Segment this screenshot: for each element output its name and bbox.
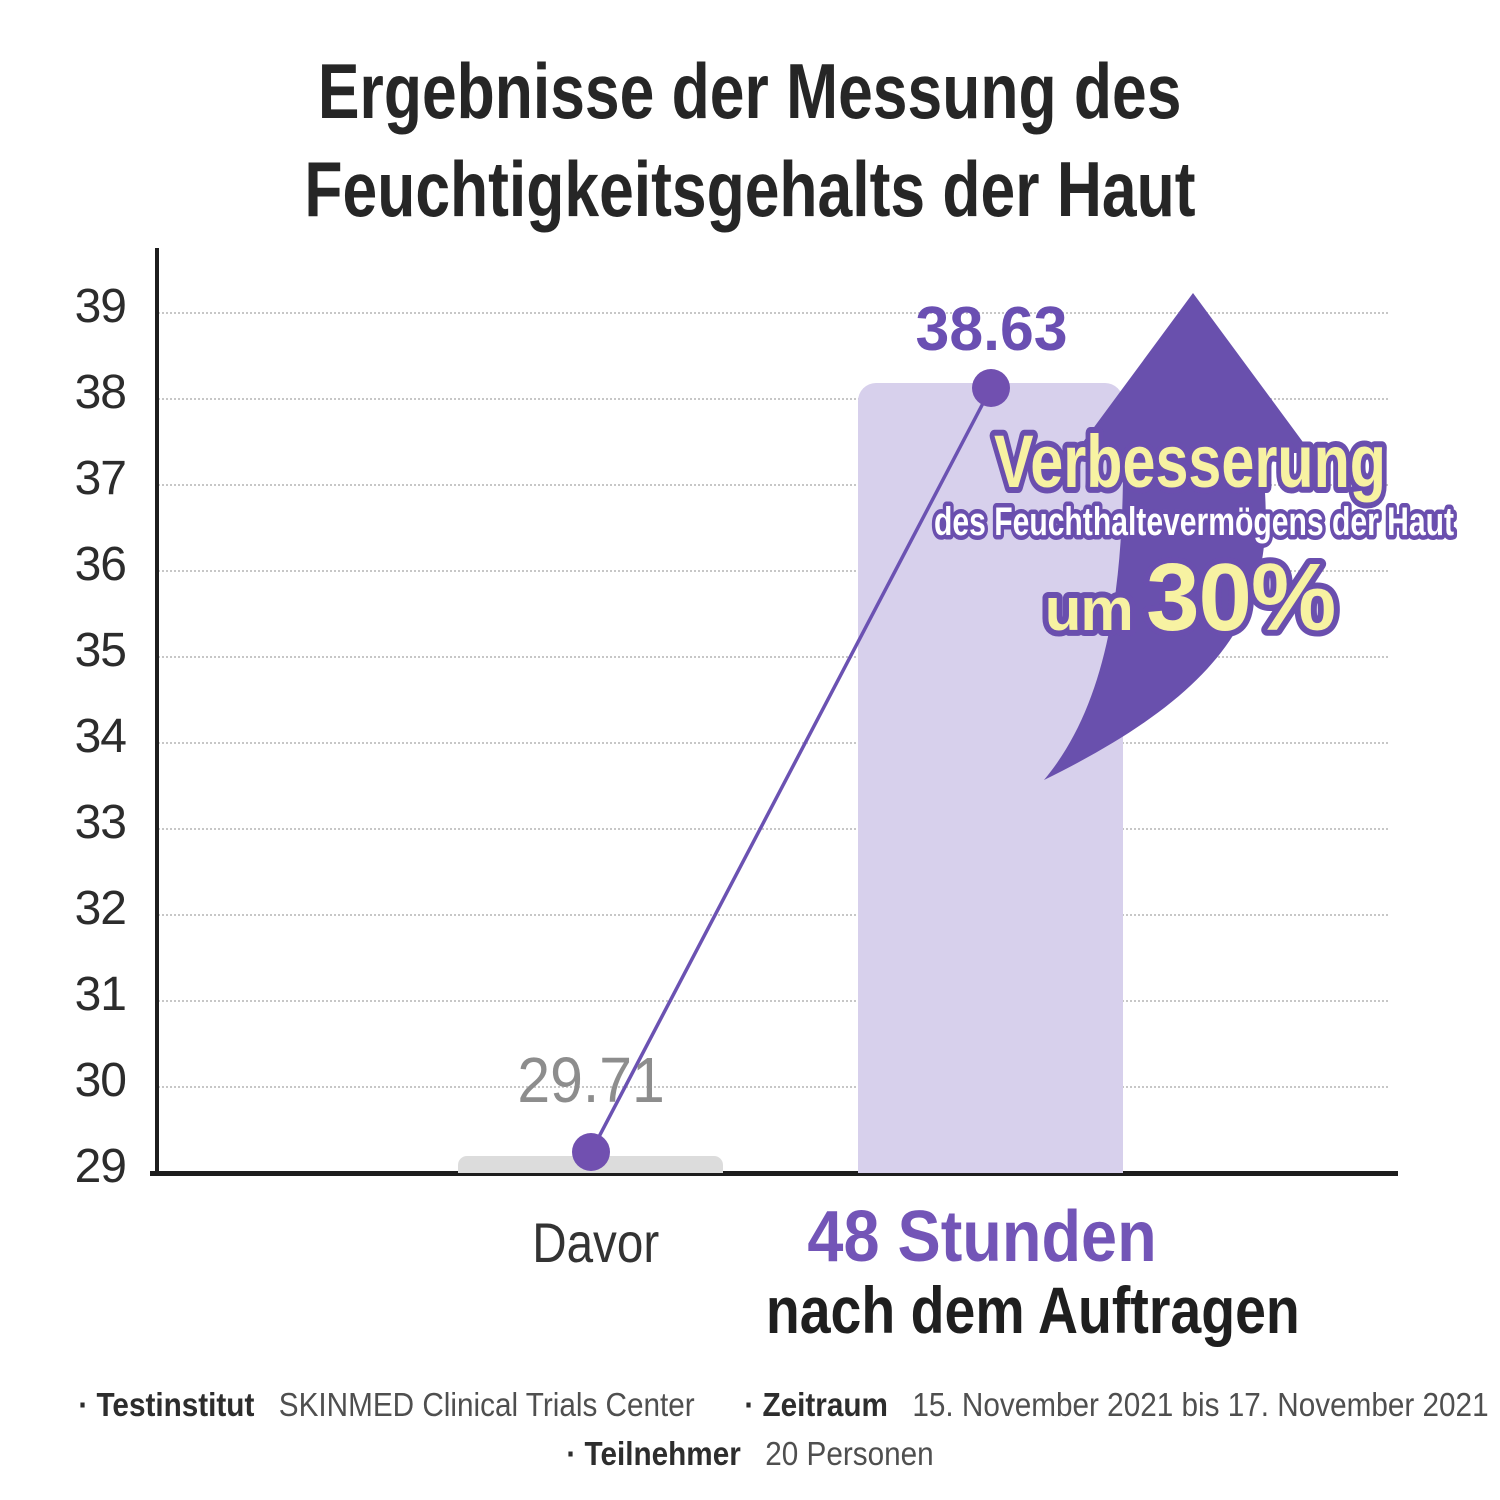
value-label-after-text: 38.63 bbox=[915, 295, 1069, 364]
x-label-after-line2-text: nach dem Auftragen bbox=[765, 1273, 1300, 1347]
y-tick-label: 29 bbox=[74, 1140, 127, 1193]
y-tick-label: 30 bbox=[74, 1054, 127, 1107]
y-tick-label: 39 bbox=[74, 280, 127, 333]
title-line-1: Ergebnisse der Messung des bbox=[0, 42, 1500, 140]
gridline bbox=[158, 1086, 1388, 1088]
x-label-after-line1-text: 48 Stunden bbox=[807, 1197, 1157, 1277]
gridline bbox=[158, 1000, 1388, 1002]
y-tick-label: 35 bbox=[74, 624, 127, 677]
y-tick-label: 32 bbox=[74, 882, 127, 935]
annotation-percent-value: 30% bbox=[1146, 544, 1335, 651]
gridline bbox=[158, 484, 1388, 486]
value-label-after: 38.63 bbox=[832, 295, 1152, 365]
footer-test-institute-label: · Testinstitut bbox=[78, 1386, 255, 1423]
x-label-before-text: Davor bbox=[532, 1211, 660, 1274]
gridline bbox=[158, 914, 1388, 916]
footer-test-institute-value: SKINMED Clinical Trials Center bbox=[278, 1386, 695, 1423]
footer-line-1: · Testinstitut SKINMED Clinical Trials C… bbox=[0, 1385, 1500, 1425]
y-axis-line bbox=[155, 248, 159, 1175]
gridline bbox=[158, 742, 1388, 744]
bar-after bbox=[858, 383, 1123, 1173]
value-label-before: 29.71 bbox=[431, 1044, 751, 1116]
footer-line-2-text: · Teilnehmer 20 Personen bbox=[566, 1434, 933, 1474]
y-tick-label: 37 bbox=[74, 452, 127, 505]
x-axis-line bbox=[150, 1171, 1398, 1176]
gridline bbox=[158, 656, 1388, 658]
y-tick-label: 31 bbox=[74, 968, 127, 1021]
y-tick-label: 33 bbox=[74, 796, 127, 849]
x-label-after-line2: nach dem Auftragen bbox=[715, 1272, 1300, 1348]
gridline bbox=[158, 828, 1388, 830]
footer-period-value: 15. November 2021 bis 17. November 2021 bbox=[912, 1386, 1489, 1423]
gridline bbox=[158, 398, 1388, 400]
value-label-before-text: 29.71 bbox=[517, 1044, 665, 1116]
footer-period-label: · Zeitraum bbox=[744, 1386, 888, 1423]
footer-line-2: · Teilnehmer 20 Personen bbox=[0, 1434, 1500, 1474]
y-tick-label: 36 bbox=[74, 538, 127, 591]
footer-participants-value: 20 Personen bbox=[765, 1435, 934, 1472]
footer-line-1-text: · Testinstitut SKINMED Clinical Trials C… bbox=[78, 1385, 1488, 1425]
bar-before bbox=[458, 1156, 723, 1173]
gridline bbox=[158, 312, 1388, 314]
footer-participants-label: · Teilnehmer bbox=[566, 1435, 741, 1472]
page-title: Ergebnisse der Messung des Feuchtigkeits… bbox=[0, 42, 1500, 238]
title-line-2-text: Feuchtigkeitsgehalts der Haut bbox=[304, 145, 1196, 233]
title-line-2: Feuchtigkeitsgehalts der Haut bbox=[0, 140, 1500, 238]
gridline bbox=[158, 570, 1388, 572]
title-line-1-text: Ergebnisse der Messung des bbox=[318, 47, 1182, 135]
y-tick-label: 34 bbox=[74, 710, 127, 763]
x-label-after-line1: 48 Stunden bbox=[702, 1196, 1262, 1278]
y-tick-label: 38 bbox=[74, 366, 127, 419]
x-label-before: Davor bbox=[316, 1210, 876, 1275]
